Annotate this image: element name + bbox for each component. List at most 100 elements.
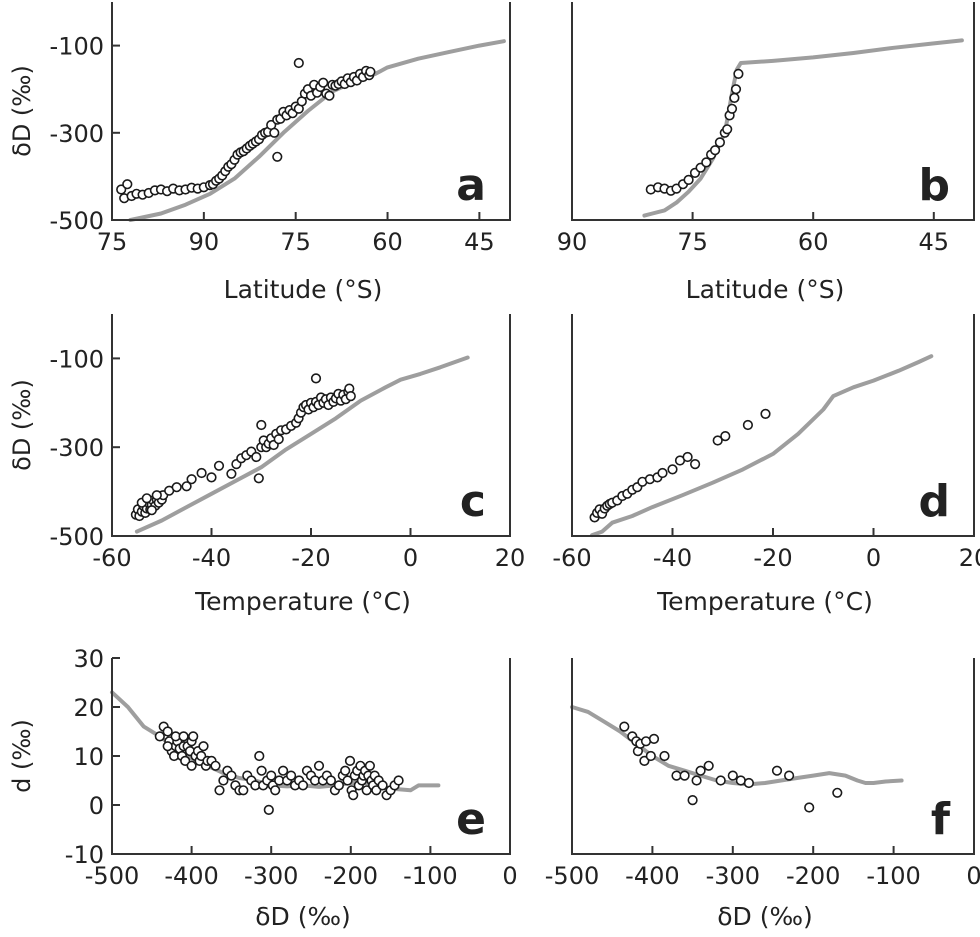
x-tick-label-e-2: -300 xyxy=(244,862,298,890)
data-point-d-24 xyxy=(760,408,771,420)
data-point-b-19 xyxy=(733,68,744,79)
data-point-a-37 xyxy=(269,127,280,138)
data-point-f-11 xyxy=(679,770,690,781)
data-point-e-46 xyxy=(286,770,297,781)
data-point-e-35 xyxy=(254,750,265,762)
data-point-d-20 xyxy=(689,459,701,470)
data-point-b-18 xyxy=(730,84,742,95)
data-point-f-7 xyxy=(645,750,656,762)
x-axis-label-d: Temperature (°C) xyxy=(656,587,873,616)
x-tick-label-c-3: 0 xyxy=(403,544,418,572)
x-tick-label-f-2: -300 xyxy=(706,862,760,890)
x-tick-label-e-4: -100 xyxy=(403,862,457,890)
data-point-c-71 xyxy=(310,373,322,384)
x-tick-label-f-4: -100 xyxy=(866,862,920,890)
data-point-e-56 xyxy=(325,775,337,786)
data-point-f-9 xyxy=(659,750,670,762)
data-point-a-70 xyxy=(365,66,376,77)
y-axis-label-a: δD (‰) xyxy=(8,65,36,157)
x-tick-label-f-1: -400 xyxy=(625,862,679,890)
x-tick-label-a-2: 75 xyxy=(280,228,311,256)
data-point-e-84 xyxy=(393,775,404,786)
model-line-b xyxy=(642,38,964,218)
data-point-c-25 xyxy=(196,467,207,479)
data-point-d-17 xyxy=(667,464,678,475)
y-axis-label-e: d (‰) xyxy=(8,719,36,793)
data-point-f-23 xyxy=(832,787,843,798)
data-point-c-23 xyxy=(181,481,192,492)
x-tick-label-d-2: -20 xyxy=(753,544,792,572)
data-point-d-21 xyxy=(712,435,723,446)
panel-letter-f: f xyxy=(931,794,951,845)
y-tick-label-e-2: 10 xyxy=(73,743,104,771)
data-point-e-44 xyxy=(278,765,289,776)
x-tick-label-c-0: -60 xyxy=(92,544,131,572)
data-point-f-17 xyxy=(727,770,738,781)
data-point-e-74 xyxy=(364,760,376,771)
x-tick-label-c-2: -20 xyxy=(291,544,330,572)
panel-b: 90 75 60 45 Latitude (°S) b xyxy=(557,2,975,304)
data-point-f-0 xyxy=(619,721,630,732)
data-point-e-36 xyxy=(256,765,267,776)
x-tick-label-d-4: 20 xyxy=(959,544,980,572)
data-point-b-16 xyxy=(726,103,738,114)
axes-frame-a xyxy=(111,2,511,221)
data-point-c-70 xyxy=(345,391,356,402)
data-point-b-17 xyxy=(729,92,740,103)
data-point-d-19 xyxy=(682,451,693,463)
data-point-f-14 xyxy=(695,765,706,776)
x-tick-label-b-0: 90 xyxy=(557,228,588,256)
x-tick-label-e-5: 0 xyxy=(502,862,517,890)
data-point-b-11 xyxy=(709,145,721,156)
x-tick-label-e-0: -500 xyxy=(85,862,139,890)
panel-a: 75 90 75 60 45 -100 -300 -500 Latitude (°S) δD (‰… xyxy=(8,2,511,304)
x-tick-label-b-2: 60 xyxy=(798,228,829,256)
data-point-b-14 xyxy=(722,124,733,135)
panel-c: -60 -40 -20 0 20 -100 -300 -500 Temperature (°C)… xyxy=(8,314,525,616)
data-point-e-58 xyxy=(333,780,345,791)
axes-frame-d xyxy=(571,314,975,537)
model-line-a xyxy=(128,39,506,222)
y-axis-label-c: δD (‰) xyxy=(8,379,36,471)
axes-frame-b xyxy=(571,2,975,221)
x-tick-label-a-4: 45 xyxy=(464,228,495,256)
x-axis-label-a: Latitude (°S) xyxy=(224,275,383,304)
data-point-e-87 xyxy=(178,731,189,742)
panel-f: -500 -400 -300 -200 -100 0 δD (‰) f xyxy=(545,658,980,931)
y-tick-label-e-3: 0 xyxy=(89,792,104,820)
y-tick-label-a-2: -500 xyxy=(50,207,104,235)
data-point-f-12 xyxy=(687,794,698,806)
x-tick-label-e-1: -400 xyxy=(164,862,218,890)
panel-letter-b: b xyxy=(919,160,951,211)
data-point-e-28 xyxy=(226,770,237,781)
y-tick-label-e-4: -10 xyxy=(65,841,104,869)
data-point-e-39 xyxy=(263,804,274,816)
data-point-e-42 xyxy=(270,785,281,796)
data-point-b-12 xyxy=(714,137,726,148)
data-point-d-23 xyxy=(742,419,754,431)
data-point-c-27 xyxy=(213,460,225,471)
data-point-c-33 xyxy=(251,451,262,463)
data-point-e-0 xyxy=(154,731,165,742)
y-tick-label-e-1: 20 xyxy=(73,694,104,722)
data-point-a-2 xyxy=(122,179,133,190)
data-point-c-19 xyxy=(146,505,157,516)
model-line-d xyxy=(590,354,934,538)
y-tick-label-c-0: -100 xyxy=(50,345,104,373)
x-tick-label-a-3: 60 xyxy=(372,228,403,256)
data-point-e-26 xyxy=(218,775,229,786)
data-point-f-18 xyxy=(735,775,746,786)
x-tick-label-d-1: -40 xyxy=(653,544,692,572)
data-point-e-24 xyxy=(210,760,221,771)
data-point-d-16 xyxy=(657,467,668,479)
data-point-a-56 xyxy=(324,90,335,101)
data-point-e-80 xyxy=(377,780,388,791)
y-tick-label-a-1: -300 xyxy=(50,120,104,148)
data-point-b-6 xyxy=(683,174,694,185)
y-tick-label-a-0: -100 xyxy=(50,33,104,61)
data-point-c-18 xyxy=(141,493,152,504)
x-tick-label-a-1: 90 xyxy=(189,228,220,256)
data-point-a-71 xyxy=(293,57,304,69)
data-point-e-86 xyxy=(162,741,173,752)
